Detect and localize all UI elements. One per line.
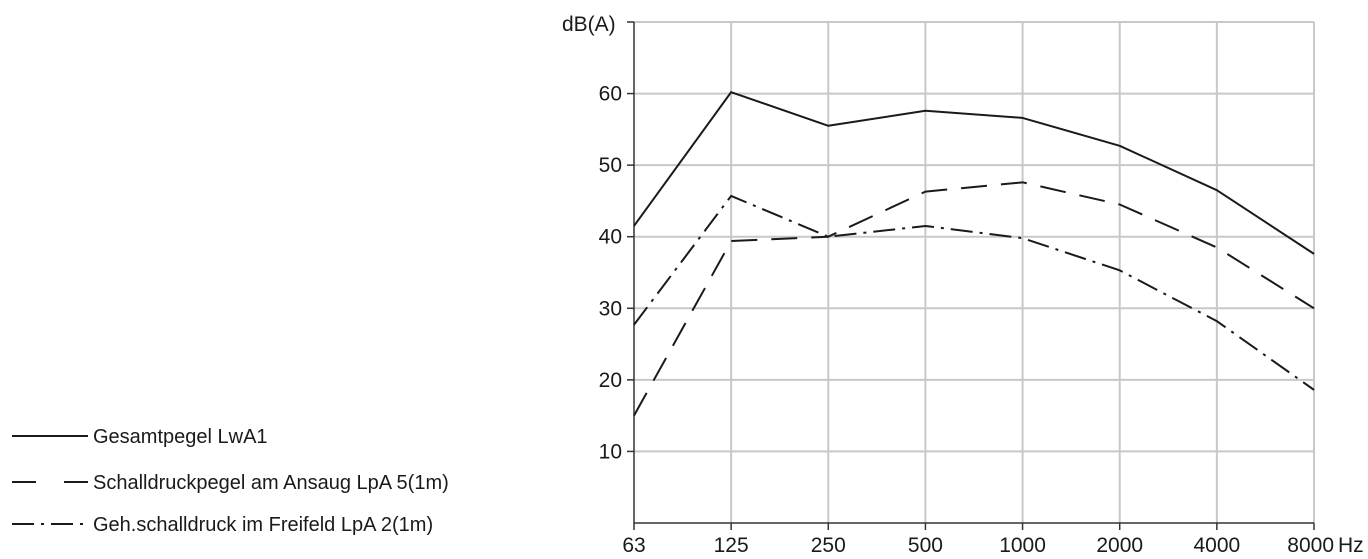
- x-tick-label: 63: [622, 534, 645, 557]
- y-tick-label: 30: [599, 297, 622, 320]
- y-tick-label: 40: [599, 226, 622, 249]
- y-tick-label: 60: [599, 83, 622, 106]
- y-tick-label: 10: [599, 440, 622, 463]
- x-tick-label: 2000: [1096, 534, 1143, 557]
- legend-label: Geh.schalldruck im Freifeld LpA 2(1m): [93, 514, 433, 536]
- series-group: [633, 91, 1315, 417]
- series-line-dashdot: [633, 194, 1315, 391]
- y-tick-label: 20: [599, 369, 622, 392]
- axes: [627, 21, 1315, 530]
- series-line-solid: [633, 91, 1315, 255]
- y-tick-label: 50: [599, 154, 622, 177]
- x-tick-label: 1000: [999, 534, 1046, 557]
- x-tick-label: 8000: [1287, 534, 1334, 557]
- x-axis-unit: Hz: [1338, 534, 1364, 557]
- legend: Gesamtpegel LwA1 Schalldruckpegel am Ansa…: [12, 426, 449, 536]
- y-ticks: 10 20 30 40 50 60: [599, 83, 622, 464]
- legend-label: Gesamtpegel LwA1: [93, 426, 268, 448]
- x-tick-label: 500: [908, 534, 943, 557]
- x-tick-label: 250: [811, 534, 846, 557]
- x-tick-label: 125: [714, 534, 749, 557]
- x-tick-label: 4000: [1193, 534, 1240, 557]
- y-axis-label: dB(A): [562, 13, 616, 36]
- grid: [634, 21, 1315, 523]
- x-ticks: 63 125 250 500 1000 2000 4000 8000: [622, 534, 1334, 557]
- series-line-dashed: [633, 181, 1315, 417]
- legend-label: Schalldruckpegel am Ansaug LpA 5(1m): [93, 472, 449, 494]
